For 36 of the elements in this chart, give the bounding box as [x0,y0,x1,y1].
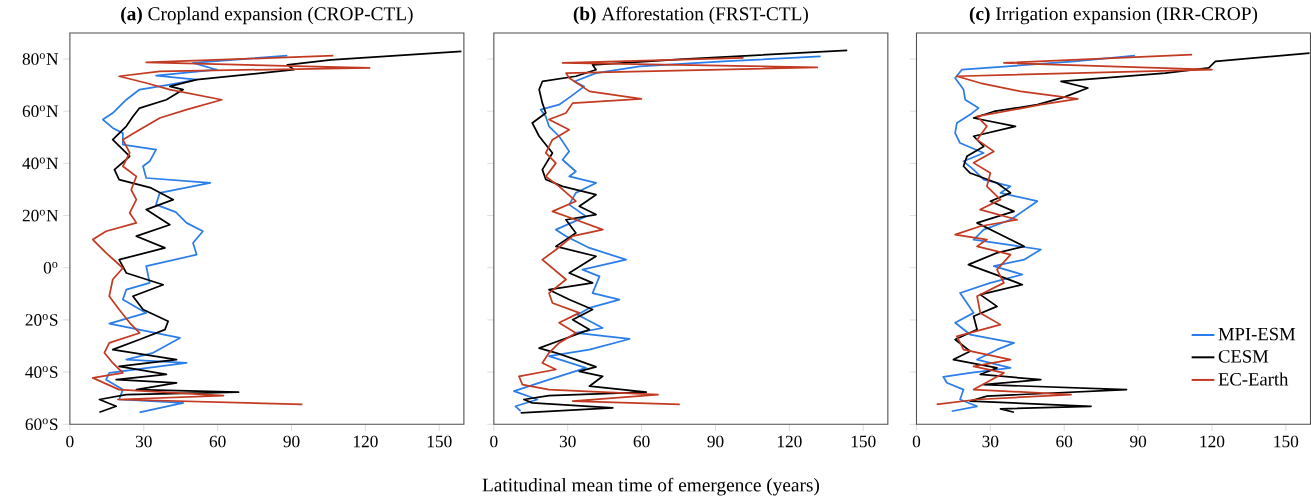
y-tick-label: 60$^{o}$N [22,105,59,117]
y-tick-label: 20$^{o}$N [22,209,59,222]
x-tick-label: 90 [283,435,300,448]
y-tick-label: 20$^{o}$S [25,314,58,326]
x-tick-label: 60 [209,435,226,448]
line-series [91,54,371,406]
x-tick-label: 120 [353,435,378,448]
x-tick-label: 60 [633,435,650,448]
legend-label: CESM [1218,350,1269,363]
x-tick-label: 30 [135,435,152,448]
x-axis-title: Latitudinal mean time of emergence (years) [482,477,820,496]
x-tick-label: 0 [912,435,921,448]
x-tick-label: 120 [1200,435,1225,448]
y-tick-label: 40$^{o}$S [25,366,58,378]
x-tick-label: 0 [66,435,74,448]
x-tick-label: 0 [490,435,498,448]
x-tick-label: 90 [1130,435,1147,448]
legend-label: EC-Earth [1218,372,1289,386]
line-series [102,54,289,414]
chart-title: (b) Afforestation (FRST-CTL) [573,6,808,25]
line-series [98,50,463,414]
x-tick-label: 120 [777,435,802,448]
x-tick-label: 30 [559,435,576,448]
y-tick-label: 40$^{o}$N [22,157,59,170]
y-tick-label: 60$^{o}$S [25,418,58,431]
x-tick-label: 150 [1274,435,1299,448]
x-tick-label: 150 [427,435,452,448]
chart-title: (c) Irrigation expansion (IRR-CROP) [969,6,1258,25]
y-tick-label: 80$^{o}$N [22,53,59,65]
x-tick-label: 60 [1056,435,1073,448]
x-tick-label: 150 [851,435,876,448]
x-tick-label: 30 [982,435,999,448]
y-tick-label: 0$^{o}$ [43,261,58,274]
chart-title: (a) Cropland expansion (CROP-CTL) [121,6,413,25]
legend-label: MPI-ESM [1218,327,1296,341]
x-tick-label: 90 [707,435,724,448]
